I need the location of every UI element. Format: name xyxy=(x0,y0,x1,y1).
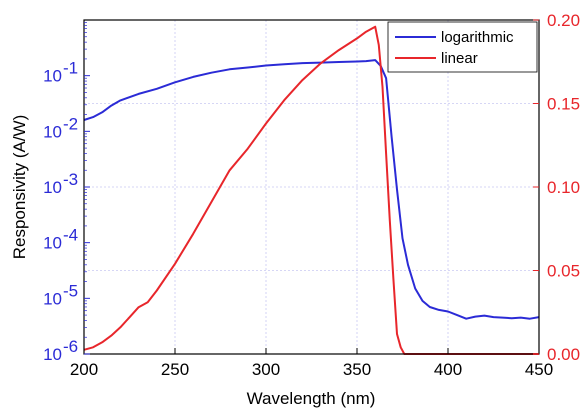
y-left-tick-label: 10 xyxy=(43,234,62,253)
y-left-axis-ticks: 10-110-210-310-410-510-6 xyxy=(43,22,90,364)
y-right-tick-label: 0.00 xyxy=(547,345,580,364)
y-left-tick-exponent: -2 xyxy=(63,114,78,133)
x-axis-label: Wavelength (nm) xyxy=(247,389,376,408)
x-tick-label: 250 xyxy=(161,360,189,379)
y-left-tick-label: 10 xyxy=(43,345,62,364)
plot-area-background xyxy=(84,20,539,354)
y-right-tick-label: 0.15 xyxy=(547,95,580,114)
y-left-tick-exponent: -5 xyxy=(63,281,78,300)
y-right-tick-label: 0.10 xyxy=(547,178,580,197)
x-tick-label: 400 xyxy=(434,360,462,379)
y-axis-label: Responsivity (A/W) xyxy=(10,115,29,260)
y-right-tick-label: 0.20 xyxy=(547,11,580,30)
legend-box xyxy=(387,21,538,73)
y-left-tick-label: 10 xyxy=(43,178,62,197)
y-left-tick-label: 10 xyxy=(43,67,62,86)
y-left-tick-label: 10 xyxy=(43,289,62,308)
x-tick-label: 200 xyxy=(70,360,98,379)
y-right-axis-ticks: 0.00 0.05 0.10 0.15 0.20 xyxy=(533,11,580,364)
legend-label-logarithmic: logarithmic xyxy=(441,29,514,46)
x-tick-label: 300 xyxy=(252,360,280,379)
y-left-tick-exponent: -3 xyxy=(63,170,78,189)
legend: logarithmic linear xyxy=(387,21,538,73)
y-left-tick-exponent: -1 xyxy=(63,59,78,78)
x-tick-label: 350 xyxy=(343,360,371,379)
y-left-tick-exponent: -4 xyxy=(63,226,78,245)
x-tick-label: 450 xyxy=(525,360,553,379)
y-left-tick-label: 10 xyxy=(43,122,62,141)
y-right-tick-label: 0.05 xyxy=(547,262,580,281)
y-left-tick-exponent: -6 xyxy=(63,337,78,356)
x-axis-ticks: 200 250 300 350 400 450 xyxy=(70,348,553,379)
legend-label-linear: linear xyxy=(441,50,478,67)
